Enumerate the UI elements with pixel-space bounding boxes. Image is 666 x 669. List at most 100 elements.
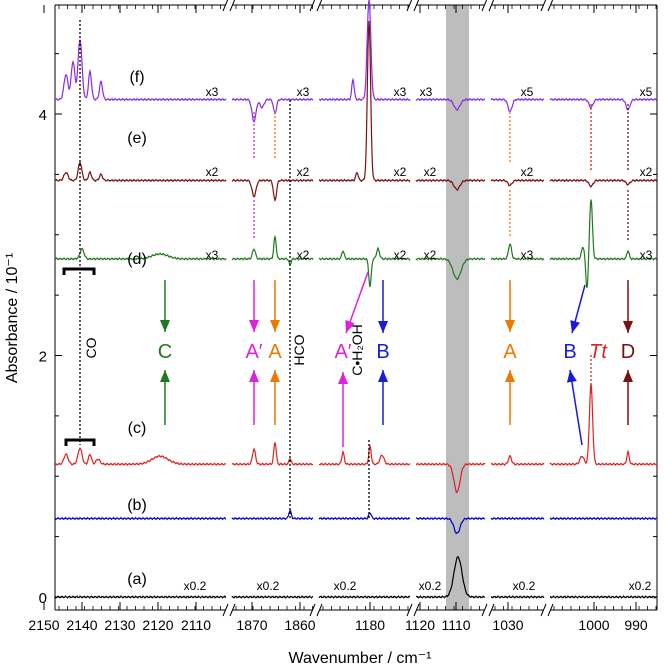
scale-label: x0.2	[419, 579, 442, 593]
assignment-label: Tt	[589, 341, 608, 363]
trace-e	[318, 20, 411, 183]
scale-label: x3	[206, 248, 219, 262]
trace-b	[490, 516, 545, 521]
x-tick-label: 2140	[66, 617, 97, 633]
spectra-traces	[54, 0, 658, 599]
scale-label: x3	[394, 85, 407, 99]
arrow-a-up-head	[270, 370, 280, 382]
arrow-d-up-head	[623, 370, 633, 382]
x-tick-label: 1180	[355, 617, 385, 633]
trace-c	[416, 462, 486, 494]
scale-label: x3	[420, 85, 433, 99]
trace-c	[549, 383, 658, 467]
trace-a	[231, 595, 314, 599]
trace-b	[318, 511, 411, 521]
arrow-a-down-head	[270, 320, 280, 332]
trace-d	[54, 247, 227, 261]
arrow-b2-down-head	[570, 320, 580, 333]
scale-label: x2	[424, 248, 437, 262]
series-label: (f)	[129, 69, 144, 86]
axis-break	[481, 0, 488, 12]
scale-label: x3	[521, 248, 534, 262]
scale-label: x2	[424, 165, 437, 179]
arrow-b-up-head	[378, 370, 388, 382]
assignment-label: A′	[245, 341, 262, 363]
scale-label: x3	[297, 85, 310, 99]
trace-b	[549, 516, 658, 521]
x-tick-label: 990	[624, 617, 648, 633]
trace-b	[415, 516, 486, 535]
arrow-a2-down-head	[505, 320, 515, 332]
scale-label: x2	[297, 165, 310, 179]
assignment-label: A	[268, 341, 282, 363]
assignment-label: A′	[334, 341, 351, 363]
scale-label: x0.2	[184, 579, 207, 593]
trace-a	[318, 595, 411, 599]
arrow-a-prime-up-head	[249, 370, 259, 382]
trace-a	[549, 595, 658, 599]
segment-frame	[319, 0, 420, 617]
y-tick-label: 2	[39, 349, 47, 366]
trace-e	[490, 178, 544, 187]
series-label: (c)	[128, 420, 147, 437]
trace-b	[231, 509, 314, 521]
arrow-a-prime2-up-head	[338, 372, 348, 384]
co-bracket	[62, 267, 96, 275]
arrow-c-up-head	[160, 370, 170, 382]
assignment-label: A	[503, 341, 517, 363]
arrow-a-prime2-down-head	[345, 320, 355, 333]
assignment-markers	[62, 20, 633, 520]
y-tick-label: 0	[39, 590, 47, 607]
assignment-label: C•H₂OH	[349, 324, 365, 376]
series-label: (a)	[127, 571, 147, 588]
x-tick-label: 1030	[492, 617, 523, 633]
trace-f	[319, 0, 411, 102]
trace-d	[318, 246, 411, 288]
arrow-d-down-head	[623, 321, 633, 333]
trace-d	[549, 199, 658, 288]
x-tick-label: 2120	[142, 617, 173, 633]
axis-break	[222, 0, 229, 12]
arrow-a2-up-head	[505, 370, 515, 382]
trace-c	[231, 441, 314, 467]
arrow-a-prime-down-head	[249, 320, 259, 332]
scale-label: x2	[394, 248, 407, 262]
trace-e	[549, 178, 658, 188]
axis-break	[222, 603, 229, 617]
x-axis-label: Wavenumber / cm⁻¹	[289, 650, 432, 667]
axis-break	[309, 0, 316, 12]
trace-a	[490, 595, 545, 599]
trace-d	[490, 243, 545, 261]
scale-label: x2	[206, 165, 219, 179]
trace-c	[55, 447, 227, 467]
assignment-label: D	[621, 341, 635, 363]
trace-c	[490, 454, 545, 467]
axis-break	[540, 603, 547, 617]
arrow-b2-up-head	[566, 370, 577, 383]
x-tick-label: 1860	[284, 617, 315, 633]
trace-a	[416, 556, 486, 599]
co-bracket	[64, 438, 96, 446]
series-label: (e)	[127, 130, 147, 147]
y-axis-label: Absorbance / 10⁻¹	[4, 253, 21, 383]
trace-b	[54, 516, 227, 521]
scale-label: x2	[297, 248, 310, 262]
trace-c	[318, 444, 411, 466]
scale-label: x0.2	[257, 579, 280, 593]
trace-f	[415, 97, 486, 111]
scale-label: x5	[521, 85, 534, 99]
scale-label: x3	[206, 85, 219, 99]
trace-d	[231, 234, 314, 266]
axis-break	[309, 603, 316, 617]
arrow-b-down-head	[378, 321, 388, 333]
assignment-label: C	[158, 341, 172, 363]
axis-break	[406, 0, 413, 12]
trace-f	[549, 97, 658, 111]
trace-f	[54, 39, 227, 102]
trace-e	[415, 178, 486, 192]
scale-label: x0.2	[513, 579, 536, 593]
series-label: (d)	[127, 251, 147, 268]
x-tick-label: 1120	[405, 617, 435, 633]
